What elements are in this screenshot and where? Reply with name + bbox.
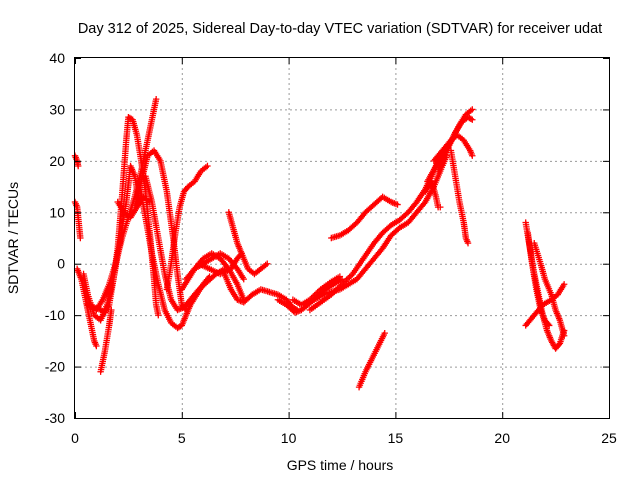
series-markers (97, 306, 115, 375)
series-markers (434, 113, 476, 175)
series-7 (97, 306, 115, 375)
x-axis-label: GPS time / hours (287, 457, 394, 473)
series-20 (302, 152, 450, 309)
series-markers (225, 209, 271, 278)
series-markers (522, 281, 568, 329)
plot-frame (74, 57, 610, 419)
series-15 (195, 250, 245, 278)
series-22 (328, 193, 401, 242)
series-markers (84, 113, 162, 319)
x-tick-label: 10 (281, 430, 297, 446)
chart-title: Day 312 of 2025, Sidereal Day-to-day VTE… (78, 21, 602, 37)
series-4 (80, 162, 143, 324)
series-12 (163, 162, 211, 293)
y-tick-label: 30 (49, 101, 65, 117)
series-markers (71, 198, 84, 242)
series-5 (84, 113, 162, 319)
y-tick-labels: -30 -20 -10 0 10 20 30 40 (45, 50, 65, 426)
series-markers (80, 162, 143, 324)
series-markers (163, 162, 211, 293)
series-2 (71, 198, 84, 242)
series-markers (328, 193, 401, 242)
series-27 (447, 147, 472, 247)
series-markers (289, 273, 344, 309)
y-tick-label: 10 (49, 204, 65, 220)
data-points (71, 95, 568, 391)
series-16 (225, 209, 271, 278)
series-markers (195, 250, 245, 278)
series-19 (289, 273, 344, 309)
series-markers (221, 270, 301, 314)
y-tick-label: 0 (57, 256, 65, 272)
x-tick-labels: 0 5 10 15 20 25 (71, 430, 617, 446)
y-axis-label: SDTVAR / TECUs (5, 182, 21, 294)
y-tick-label: -10 (45, 307, 65, 323)
x-tick-label: 20 (494, 430, 510, 446)
series-17 (221, 270, 301, 314)
y-tick-label: -30 (45, 410, 65, 426)
series-26 (434, 113, 476, 175)
grid (75, 58, 609, 418)
series-3 (73, 265, 100, 350)
series-markers (355, 329, 388, 391)
series-markers (302, 152, 450, 309)
series-markers (73, 265, 100, 350)
y-tick-label: -20 (45, 359, 65, 375)
series-24 (422, 178, 444, 211)
x-tick-label: 0 (71, 430, 79, 446)
series-markers (447, 147, 472, 247)
x-tick-label: 15 (388, 430, 404, 446)
x-tick-label: 5 (178, 430, 186, 446)
x-tick-label: 25 (601, 430, 617, 446)
y-tick-label: 20 (49, 153, 65, 169)
series-markers (422, 178, 444, 211)
series-28 (355, 329, 388, 391)
series-32 (522, 281, 568, 329)
y-tick-label: 40 (49, 50, 65, 66)
